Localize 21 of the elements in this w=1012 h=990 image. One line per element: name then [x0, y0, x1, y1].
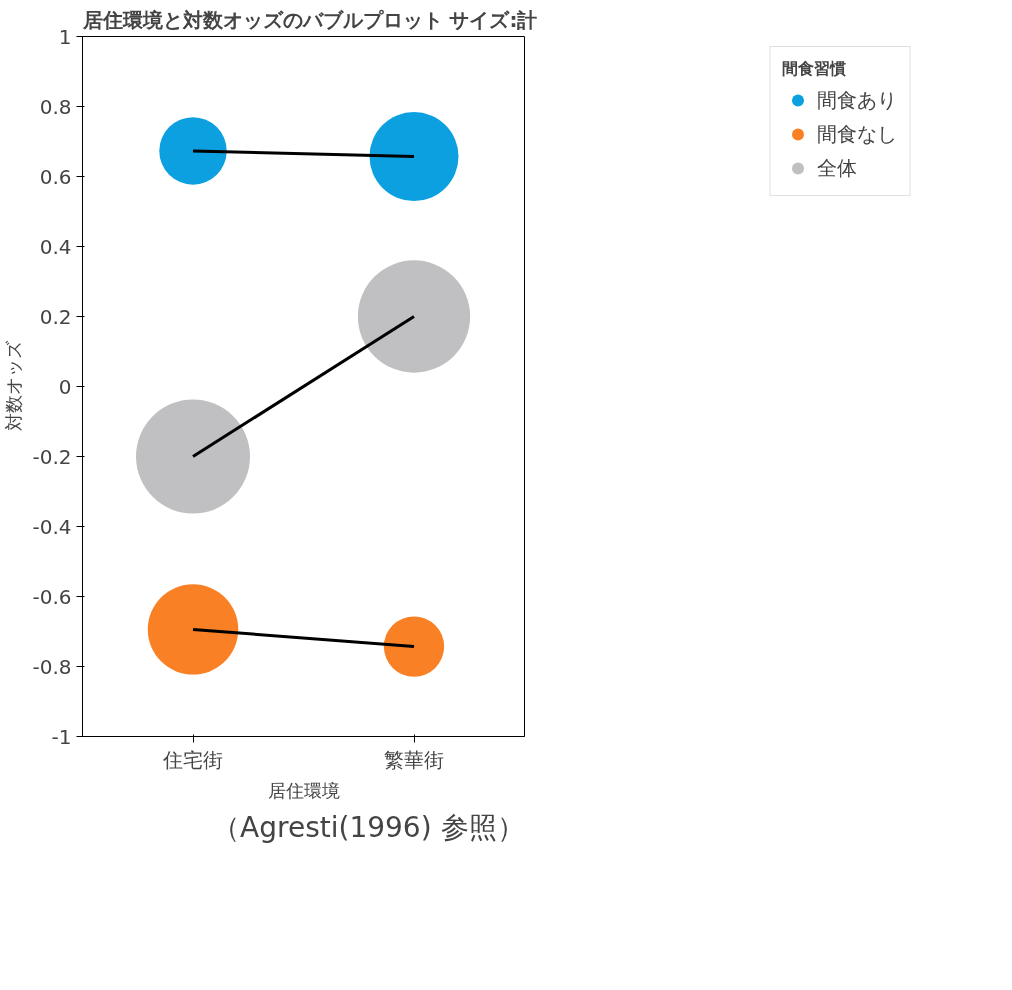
y-tick-label: -1 [51, 724, 72, 749]
y-tick-label: 0.6 [39, 164, 72, 189]
y-tick-label: 0.4 [39, 234, 72, 259]
y-tick-label: -0.4 [32, 514, 72, 539]
legend-label: 間食あり [817, 86, 897, 114]
x-tick-label: 住宅街 [162, 747, 223, 772]
y-axis-title: 対数オッズ [3, 340, 25, 432]
chart-title: 居住環境と対数オッズのバブルプロット サイズ:計 [81, 7, 538, 32]
y-tick-label: -0.2 [32, 444, 72, 469]
y-tick-label: 1 [58, 24, 72, 49]
legend-label: 全体 [817, 154, 857, 182]
x-tick-label: 繁華街 [384, 747, 444, 772]
y-tick-label: 0.8 [39, 94, 72, 119]
legend-title: 間食習慣 [782, 59, 847, 80]
y-tick-label: 0.2 [39, 304, 72, 329]
y-tick-label: -0.8 [32, 654, 72, 679]
legend-label: 間食なし [817, 120, 897, 148]
x-axis-title: 居住環境 [267, 779, 340, 801]
y-tick-label: -0.6 [32, 584, 72, 609]
text: （Agresti(1996) 参照） [212, 810, 525, 844]
y-tick-label: 0 [58, 374, 72, 399]
